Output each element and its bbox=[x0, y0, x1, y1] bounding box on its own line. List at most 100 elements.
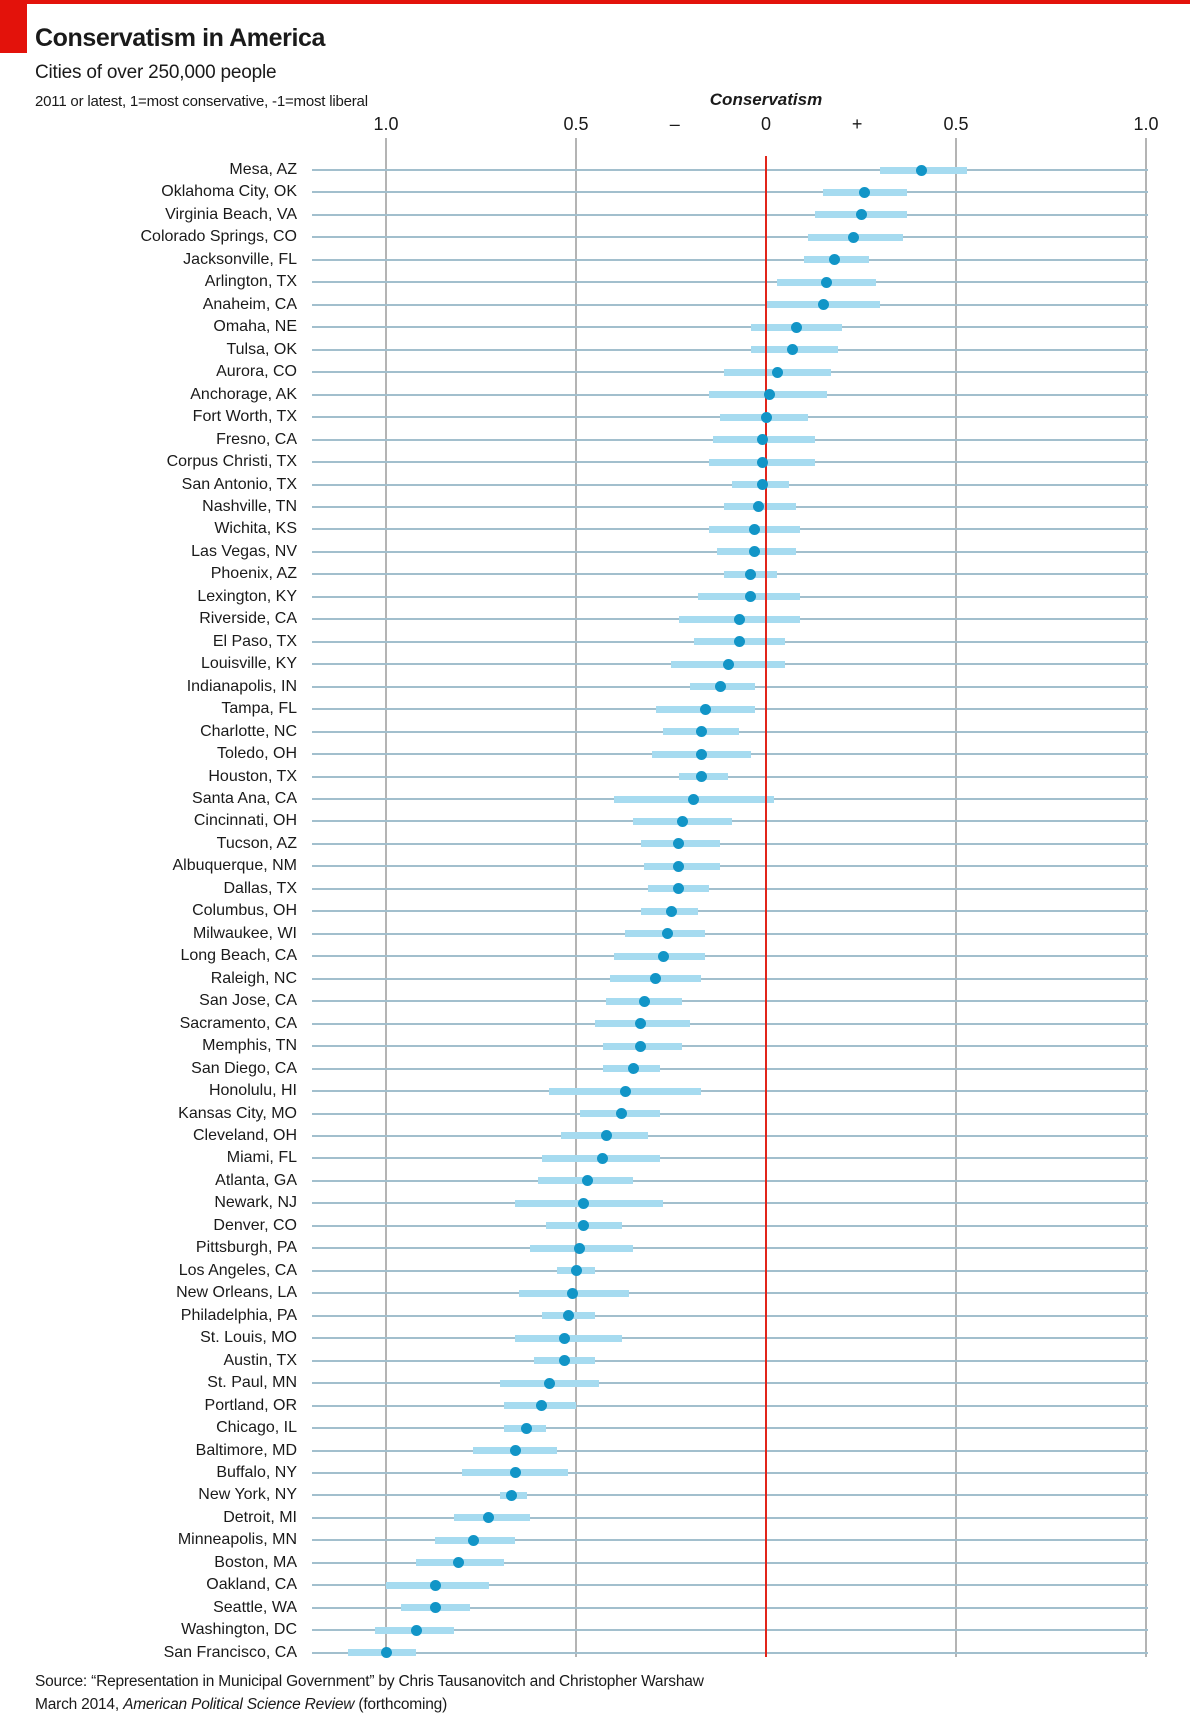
row-line bbox=[312, 1427, 1148, 1430]
estimate-dot bbox=[695, 748, 707, 760]
city-label: Cleveland, OH bbox=[192, 1126, 297, 1144]
city-label: Tulsa, OK bbox=[226, 340, 297, 358]
row-line bbox=[312, 1584, 1148, 1587]
city-label: St. Louis, MO bbox=[200, 1329, 297, 1347]
estimate-dot bbox=[509, 1445, 521, 1456]
row-line bbox=[312, 326, 1148, 329]
estimate-dot bbox=[600, 1130, 612, 1142]
city-label: Lexington, KY bbox=[197, 587, 297, 605]
axis-tick-label: 0.5 bbox=[943, 114, 969, 134]
estimate-dot bbox=[483, 1512, 495, 1524]
estimate-dot bbox=[429, 1579, 441, 1591]
source-block: Source: “Representation in Municipal Gov… bbox=[35, 1670, 704, 1716]
city-label: Washington, DC bbox=[181, 1621, 297, 1639]
row-line bbox=[312, 910, 1148, 913]
city-label: Buffalo, NY bbox=[216, 1463, 297, 1481]
row-line bbox=[312, 258, 1148, 261]
city-label: Seattle, WA bbox=[213, 1598, 297, 1616]
estimate-dot bbox=[695, 726, 707, 738]
city-label: Mesa, AZ bbox=[229, 161, 297, 178]
row-line bbox=[312, 1067, 1148, 1070]
row-line bbox=[312, 1292, 1148, 1295]
city-label: St. Paul, MN bbox=[207, 1374, 297, 1392]
city-label: San Diego, CA bbox=[191, 1059, 297, 1077]
row-line bbox=[312, 977, 1148, 980]
city-label: San Antonio, TX bbox=[181, 475, 297, 493]
row-line bbox=[312, 191, 1148, 194]
estimate-dot bbox=[760, 411, 772, 423]
city-label: Fort Worth, TX bbox=[192, 408, 297, 426]
estimate-dot bbox=[380, 1647, 392, 1659]
estimate-dot bbox=[661, 928, 673, 940]
city-label: Sacramento, CA bbox=[179, 1014, 297, 1032]
estimate-dot bbox=[559, 1332, 571, 1344]
chart-subtitle: Cities of over 250,000 people bbox=[35, 62, 277, 83]
row-line bbox=[312, 842, 1148, 845]
city-label: Baltimore, MD bbox=[195, 1441, 297, 1459]
estimate-dot bbox=[733, 636, 745, 648]
row-line bbox=[312, 1314, 1148, 1317]
row-line bbox=[312, 1045, 1148, 1048]
top-red-rule bbox=[0, 0, 1190, 4]
estimate-dot bbox=[733, 613, 745, 625]
chart-note: 2011 or latest, 1=most conservative, -1=… bbox=[35, 93, 368, 110]
estimate-dot bbox=[695, 771, 707, 783]
source-line-1: Source: “Representation in Municipal Gov… bbox=[35, 1673, 704, 1690]
city-label: Anaheim, CA bbox=[202, 295, 297, 313]
city-label: Kansas City, MO bbox=[178, 1104, 297, 1122]
row-line bbox=[312, 1224, 1148, 1227]
city-label: Philadelphia, PA bbox=[180, 1306, 297, 1324]
city-label: Anchorage, AK bbox=[190, 385, 297, 403]
estimate-dot bbox=[756, 456, 768, 468]
source-line-2: March 2014, American Political Science R… bbox=[35, 1696, 448, 1713]
row-line bbox=[312, 1359, 1148, 1362]
city-label: Indianapolis, IN bbox=[186, 677, 297, 695]
estimate-dot bbox=[699, 703, 711, 715]
estimate-dot bbox=[452, 1557, 464, 1569]
city-label: Jacksonville, FL bbox=[183, 250, 297, 268]
row-line bbox=[312, 1606, 1148, 1609]
city-label: Columbus, OH bbox=[192, 902, 297, 920]
row-line bbox=[312, 932, 1148, 935]
city-label: Milwaukee, WI bbox=[192, 924, 297, 942]
row-line bbox=[312, 303, 1148, 306]
estimate-dot bbox=[509, 1467, 521, 1479]
row-line bbox=[312, 1449, 1148, 1452]
estimate-dot bbox=[505, 1489, 517, 1501]
city-label: Riverside, CA bbox=[199, 610, 297, 628]
row-line bbox=[312, 1629, 1148, 1632]
vertical-gridline bbox=[1145, 138, 1147, 1657]
city-label: San Jose, CA bbox=[199, 992, 297, 1010]
row-line bbox=[312, 1561, 1148, 1564]
zero-line bbox=[765, 156, 767, 1657]
vertical-gridline bbox=[955, 138, 957, 1657]
city-label: New York, NY bbox=[198, 1486, 297, 1504]
row-line bbox=[312, 1202, 1148, 1205]
row-line bbox=[312, 281, 1148, 284]
city-label: Toledo, OH bbox=[216, 745, 297, 763]
estimate-dot bbox=[749, 546, 761, 558]
estimate-dot bbox=[673, 883, 685, 895]
row-line bbox=[312, 865, 1148, 868]
city-label: Virginia Beach, VA bbox=[165, 205, 297, 223]
axis-tick-label: 0 bbox=[760, 114, 772, 134]
chart-title: Conservatism in America bbox=[35, 24, 325, 52]
city-label: Albuquerque, NM bbox=[172, 857, 297, 875]
row-line bbox=[312, 1269, 1148, 1272]
row-line bbox=[312, 1516, 1148, 1519]
estimate-dot bbox=[657, 950, 669, 962]
city-label: Honolulu, HI bbox=[208, 1082, 297, 1100]
city-label: Portland, OR bbox=[204, 1396, 297, 1414]
row-line bbox=[312, 955, 1148, 958]
row-line bbox=[312, 1494, 1148, 1497]
city-label: Las Vegas, NV bbox=[191, 542, 297, 560]
city-label: Los Angeles, CA bbox=[178, 1261, 297, 1279]
row-line bbox=[312, 169, 1148, 171]
row-line bbox=[312, 1337, 1148, 1340]
row-line bbox=[312, 1539, 1148, 1542]
estimate-dot bbox=[673, 838, 685, 850]
row-line bbox=[312, 1382, 1148, 1385]
city-label: Pittsburgh, PA bbox=[195, 1239, 297, 1257]
estimate-dot bbox=[787, 344, 799, 356]
estimate-dot bbox=[745, 591, 757, 603]
